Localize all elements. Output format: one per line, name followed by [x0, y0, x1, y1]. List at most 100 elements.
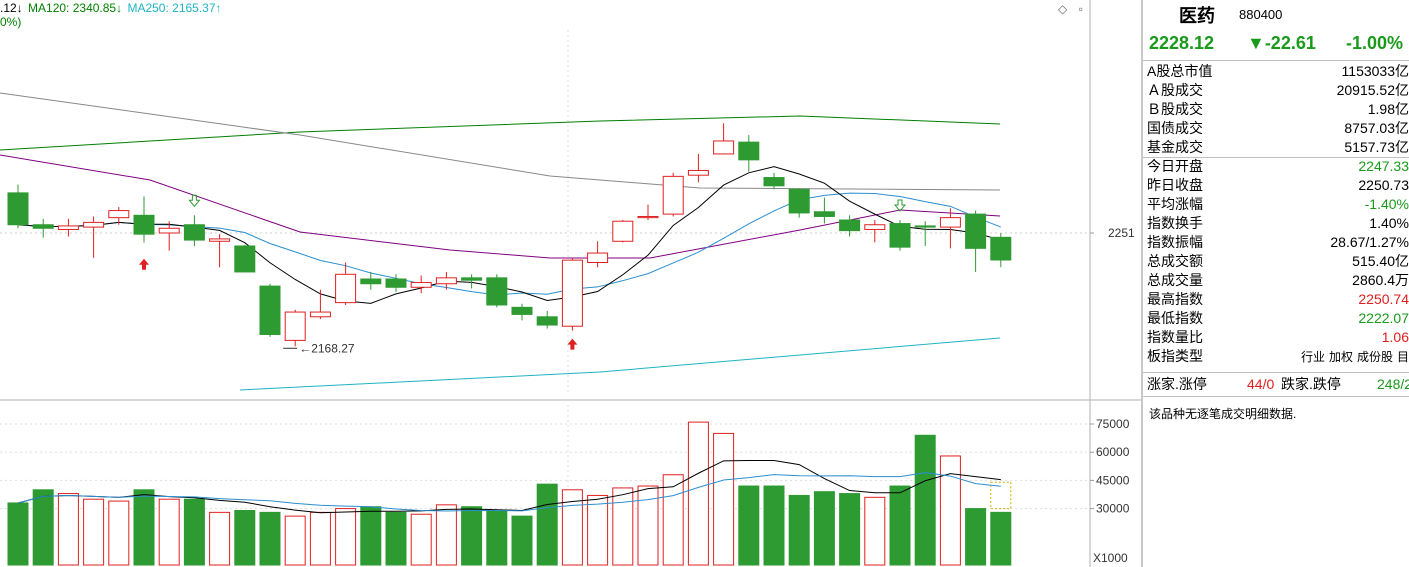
- stat-value: 1.40%: [1369, 215, 1409, 231]
- candle-body: [360, 278, 382, 285]
- volume-bar: [561, 489, 583, 566]
- ma60-line: [0, 92, 1001, 191]
- volume-bar: [813, 491, 835, 566]
- volume-bar: [7, 502, 29, 566]
- volume-bar: [284, 515, 306, 566]
- stat-row: 指数振幅 28.67/1.27%: [1143, 233, 1409, 252]
- volume-bar: [612, 487, 634, 566]
- ma250-line: [239, 337, 1001, 391]
- volume-bar: [587, 494, 609, 566]
- ma250-label: MA250: 2165.37↑: [127, 1, 222, 15]
- volume-bar: [83, 498, 105, 566]
- stat-value: 2222.07: [1358, 310, 1409, 326]
- volume-bar: [209, 511, 231, 566]
- divider: [1143, 396, 1409, 397]
- divider: [1143, 60, 1409, 61]
- volume-bar: [864, 496, 886, 566]
- volume-bar: [511, 515, 533, 566]
- type-button[interactable]: 行业: [1300, 350, 1325, 364]
- candle-body: [410, 282, 432, 288]
- candle-body: [209, 238, 231, 242]
- candle-body: [7, 192, 29, 226]
- volume-tick-label: 60000: [1096, 445, 1130, 459]
- ma-prefix: .12↓: [0, 1, 23, 15]
- candle-body: [461, 277, 483, 281]
- type-button[interactable]: 成份股: [1356, 350, 1393, 364]
- quote-panel: 医药 880400 2228.12 ▼-22.61 -1.00% A股总市值 11…: [1141, 0, 1409, 567]
- volume-bar: [158, 498, 180, 566]
- sell-arrow-icon: [188, 194, 201, 208]
- volume-bar: [461, 506, 483, 566]
- candle-body: [158, 227, 180, 234]
- stat-row: 指数换手 1.40%: [1143, 214, 1409, 233]
- stat-row: 最高指数 2250.74: [1143, 290, 1409, 309]
- diamond-icon[interactable]: ◇: [1058, 2, 1068, 16]
- stat-label: 总成交量: [1147, 272, 1203, 288]
- volume-bar: [259, 511, 281, 566]
- stat-label: 基金成交: [1147, 139, 1203, 155]
- volume-bar: [965, 508, 987, 566]
- volume-tick-label: 45000: [1096, 473, 1130, 487]
- type-button[interactable]: 加权: [1328, 350, 1353, 364]
- candle-body: [385, 278, 407, 288]
- kline-chart-area[interactable]: 75000 60000 45000 30000 2251 X1000 ←2168.27 .1…: [0, 0, 1141, 567]
- candle-body: [713, 140, 735, 155]
- candle-body: [889, 223, 911, 248]
- ma5-line: [17, 166, 1001, 304]
- volume-bar: [57, 493, 79, 566]
- low-annotation: ←2168.27: [299, 341, 355, 355]
- volume-bar: [713, 432, 735, 566]
- candle-body: [561, 259, 583, 327]
- stat-row: 基金成交 5157.73亿: [1143, 138, 1409, 158]
- stat-label: 国债成交: [1147, 120, 1203, 136]
- type-button[interactable]: 目: [1396, 350, 1409, 364]
- candle-body: [32, 224, 54, 229]
- candle-body: [335, 273, 357, 304]
- volume-bar: [990, 511, 1012, 566]
- stat-row: Ａ股成交 20915.52亿: [1143, 81, 1409, 100]
- index-change: ▼-22.61: [1247, 33, 1316, 53]
- square-icon[interactable]: ▫: [1078, 2, 1083, 16]
- stat-label: 平均涨幅: [1147, 196, 1203, 212]
- tick-note: 该品种无逐笔成交明细数据.: [1149, 407, 1297, 421]
- kline-chart[interactable]: 75000 60000 45000 30000 2251 X1000 ←2168.27: [0, 0, 1141, 567]
- stat-label: 板指类型: [1147, 348, 1203, 364]
- candle-body: [133, 214, 155, 235]
- candle-body: [914, 225, 936, 228]
- stat-value: 20915.52亿: [1336, 82, 1409, 98]
- index-price: 2228.12: [1149, 33, 1215, 53]
- buy-arrow-icon: [567, 338, 578, 350]
- volume-bar: [32, 489, 54, 566]
- volume-bar: [763, 485, 785, 566]
- volume-bar: [839, 493, 861, 566]
- stat-row: 今日开盘 2247.33: [1143, 157, 1409, 176]
- volume-bar: [662, 474, 684, 566]
- volume-bar: [234, 509, 256, 566]
- stat-label: 最低指数: [1147, 310, 1203, 326]
- volume-tick-label: 75000: [1096, 417, 1130, 431]
- volume-bar: [486, 509, 508, 566]
- volume-bar: [360, 506, 382, 566]
- volume-bar: [435, 504, 457, 566]
- index-name: 医药: [1179, 6, 1215, 26]
- candle-body: [309, 311, 331, 318]
- stat-row: 昨日收盘 2250.73: [1143, 176, 1409, 195]
- candle-body: [259, 285, 281, 335]
- ma120-label: MA120: 2340.85↓: [28, 1, 123, 15]
- volume-ma10-line: [17, 472, 1001, 512]
- ma10-line: [17, 192, 1001, 296]
- ma-legend: .12↓ MA120: 2340.85↓ MA250: 2165.37↑: [0, 1, 224, 15]
- candle-body: [662, 175, 684, 215]
- candle-body: [83, 221, 105, 228]
- stat-value: 28.67/1.27%: [1330, 234, 1409, 250]
- volume-bar: [889, 485, 911, 566]
- limit-up-label: 涨家.涨停: [1147, 376, 1207, 392]
- volume-bar: [914, 434, 936, 566]
- candle-body: [965, 213, 987, 249]
- volume-bar: [309, 511, 331, 566]
- stat-value: 1153033亿: [1341, 63, 1409, 79]
- stat-value: 1.98亿: [1367, 101, 1409, 117]
- candle-body: [738, 141, 760, 161]
- stat-row: 总成交额 515.40亿: [1143, 252, 1409, 271]
- stat-label: 昨日收盘: [1147, 177, 1203, 193]
